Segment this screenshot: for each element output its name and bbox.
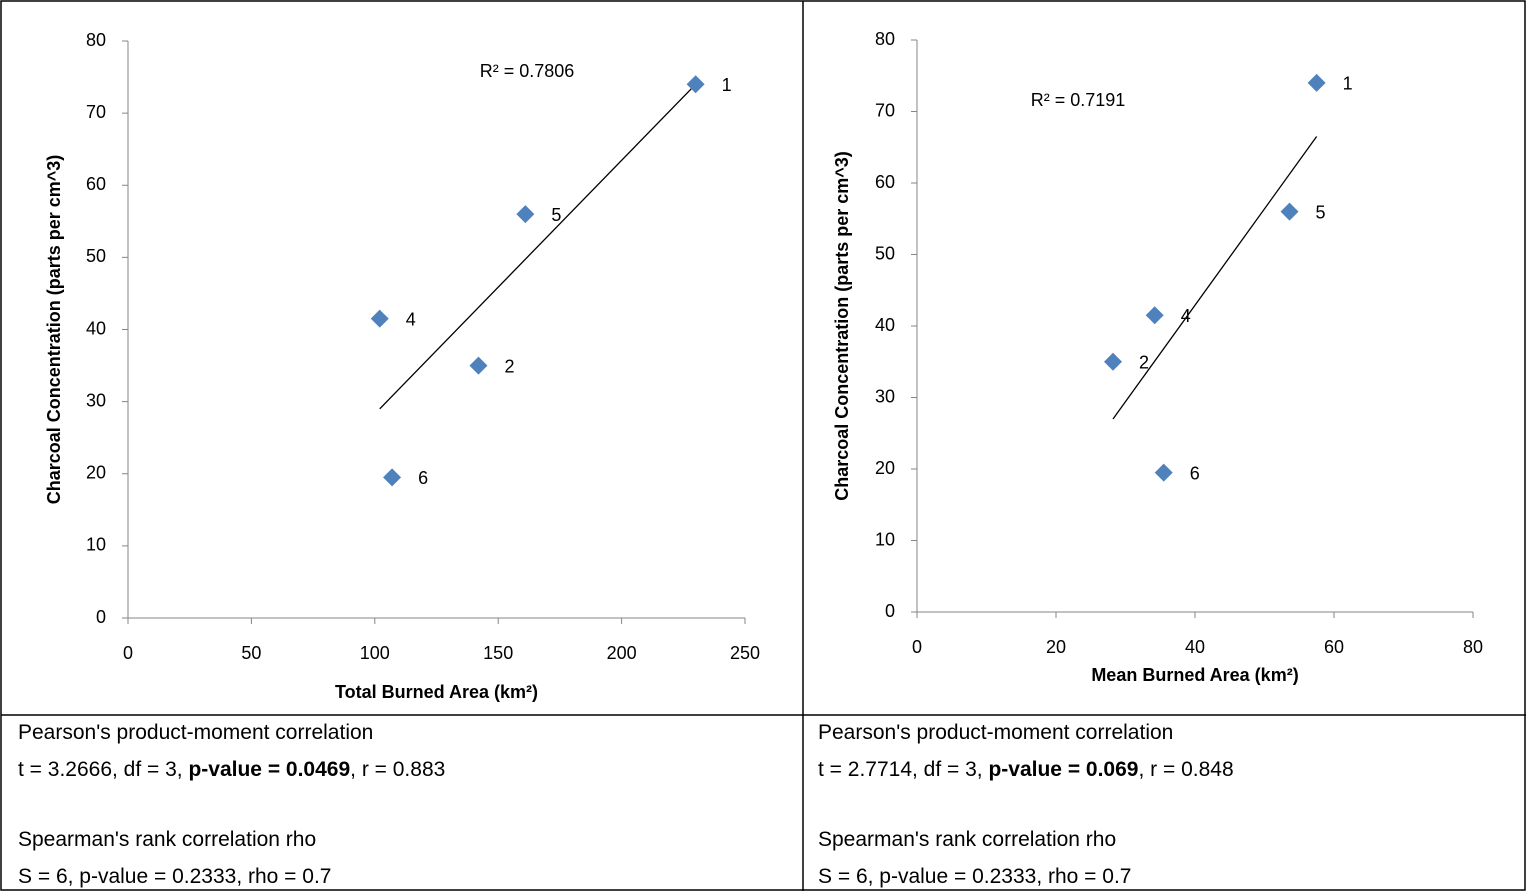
stat-text: , r = 0.848 xyxy=(1138,758,1234,781)
y-tick-label: 40 xyxy=(875,315,895,335)
y-tick-label: 20 xyxy=(875,458,895,478)
stat-line: t = 2.7714, df = 3, p-value = 0.069, r =… xyxy=(818,758,1234,782)
point-label: 6 xyxy=(418,468,428,488)
x-tick-label: 40 xyxy=(1185,637,1205,657)
stat-line: S = 6, p-value = 0.2333, rho = 0.7 xyxy=(18,865,332,888)
y-tick-label: 50 xyxy=(86,246,106,266)
stat-heading: Spearman's rank correlation rho xyxy=(18,828,317,851)
point-label: 1 xyxy=(722,75,732,95)
y-tick-label: 80 xyxy=(86,30,106,50)
stat-heading: Pearson's product-moment correlation xyxy=(18,721,374,744)
x-tick-label: 20 xyxy=(1046,637,1066,657)
point-label: 4 xyxy=(406,309,416,329)
point-label: 2 xyxy=(1139,353,1149,373)
x-tick-label: 200 xyxy=(607,643,637,663)
stat-text: t = 2.7714, df = 3, xyxy=(818,758,989,781)
point-label: 5 xyxy=(551,205,561,225)
y-tick-label: 50 xyxy=(875,243,895,263)
x-tick-label: 60 xyxy=(1324,637,1344,657)
y-tick-label: 0 xyxy=(885,601,895,621)
stat-text: t = 3.2666, df = 3, xyxy=(18,758,189,781)
x-tick-label: 80 xyxy=(1463,637,1483,657)
y-tick-label: 60 xyxy=(875,172,895,192)
stat-text: , r = 0.883 xyxy=(350,758,446,781)
y-tick-label: 10 xyxy=(86,535,106,555)
annotation: R² = 0.7191 xyxy=(1031,90,1126,110)
point xyxy=(516,205,535,224)
point xyxy=(370,309,389,328)
point xyxy=(1154,463,1173,482)
x-tick-label: 250 xyxy=(730,643,760,663)
point xyxy=(1103,352,1122,371)
point xyxy=(1145,306,1164,325)
point xyxy=(383,468,402,487)
x-axis-title: Mean Burned Area (km²) xyxy=(1091,665,1298,685)
trendline xyxy=(1112,136,1318,420)
point xyxy=(686,75,705,94)
y-tick-label: 30 xyxy=(875,386,895,406)
point-label: 4 xyxy=(1181,306,1191,326)
y-tick-label: 30 xyxy=(86,390,106,410)
y-tick-label: 10 xyxy=(875,529,895,549)
y-tick-label: 40 xyxy=(86,318,106,338)
stat-line: S = 6, p-value = 0.2333, rho = 0.7 xyxy=(818,865,1132,888)
stat-pvalue: p-value = 0.0469 xyxy=(188,758,351,781)
point xyxy=(1280,202,1299,221)
point-label: 6 xyxy=(1190,463,1200,483)
point-label: 1 xyxy=(1343,74,1353,94)
point-label: 5 xyxy=(1316,202,1326,222)
y-tick-label: 60 xyxy=(86,174,106,194)
x-tick-label: 150 xyxy=(483,643,513,663)
stat-heading: Spearman's rank correlation rho xyxy=(818,828,1117,851)
x-tick-label: 0 xyxy=(912,637,922,657)
y-axis-title: Charcoal Concentration (parts per cm^3) xyxy=(832,151,852,501)
point-label: 2 xyxy=(504,356,514,376)
stat-line: t = 3.2666, df = 3, p-value = 0.0469, r … xyxy=(18,758,445,782)
trendline xyxy=(379,83,697,410)
point xyxy=(1307,73,1326,92)
y-tick-label: 0 xyxy=(96,607,106,627)
x-tick-label: 0 xyxy=(123,643,133,663)
x-axis-title: Total Burned Area (km²) xyxy=(335,682,538,702)
y-tick-label: 70 xyxy=(875,100,895,120)
x-tick-label: 100 xyxy=(360,643,390,663)
x-tick-label: 50 xyxy=(241,643,261,663)
stat-pvalue: p-value = 0.069 xyxy=(988,758,1139,781)
point xyxy=(469,356,488,375)
y-axis-title: Charcoal Concentration (parts per cm^3) xyxy=(44,155,64,505)
annotation: R² = 0.7806 xyxy=(480,61,575,81)
y-tick-label: 20 xyxy=(86,463,106,483)
stat-heading: Pearson's product-moment correlation xyxy=(818,721,1174,744)
y-tick-label: 80 xyxy=(875,29,895,49)
y-tick-label: 70 xyxy=(86,102,106,122)
